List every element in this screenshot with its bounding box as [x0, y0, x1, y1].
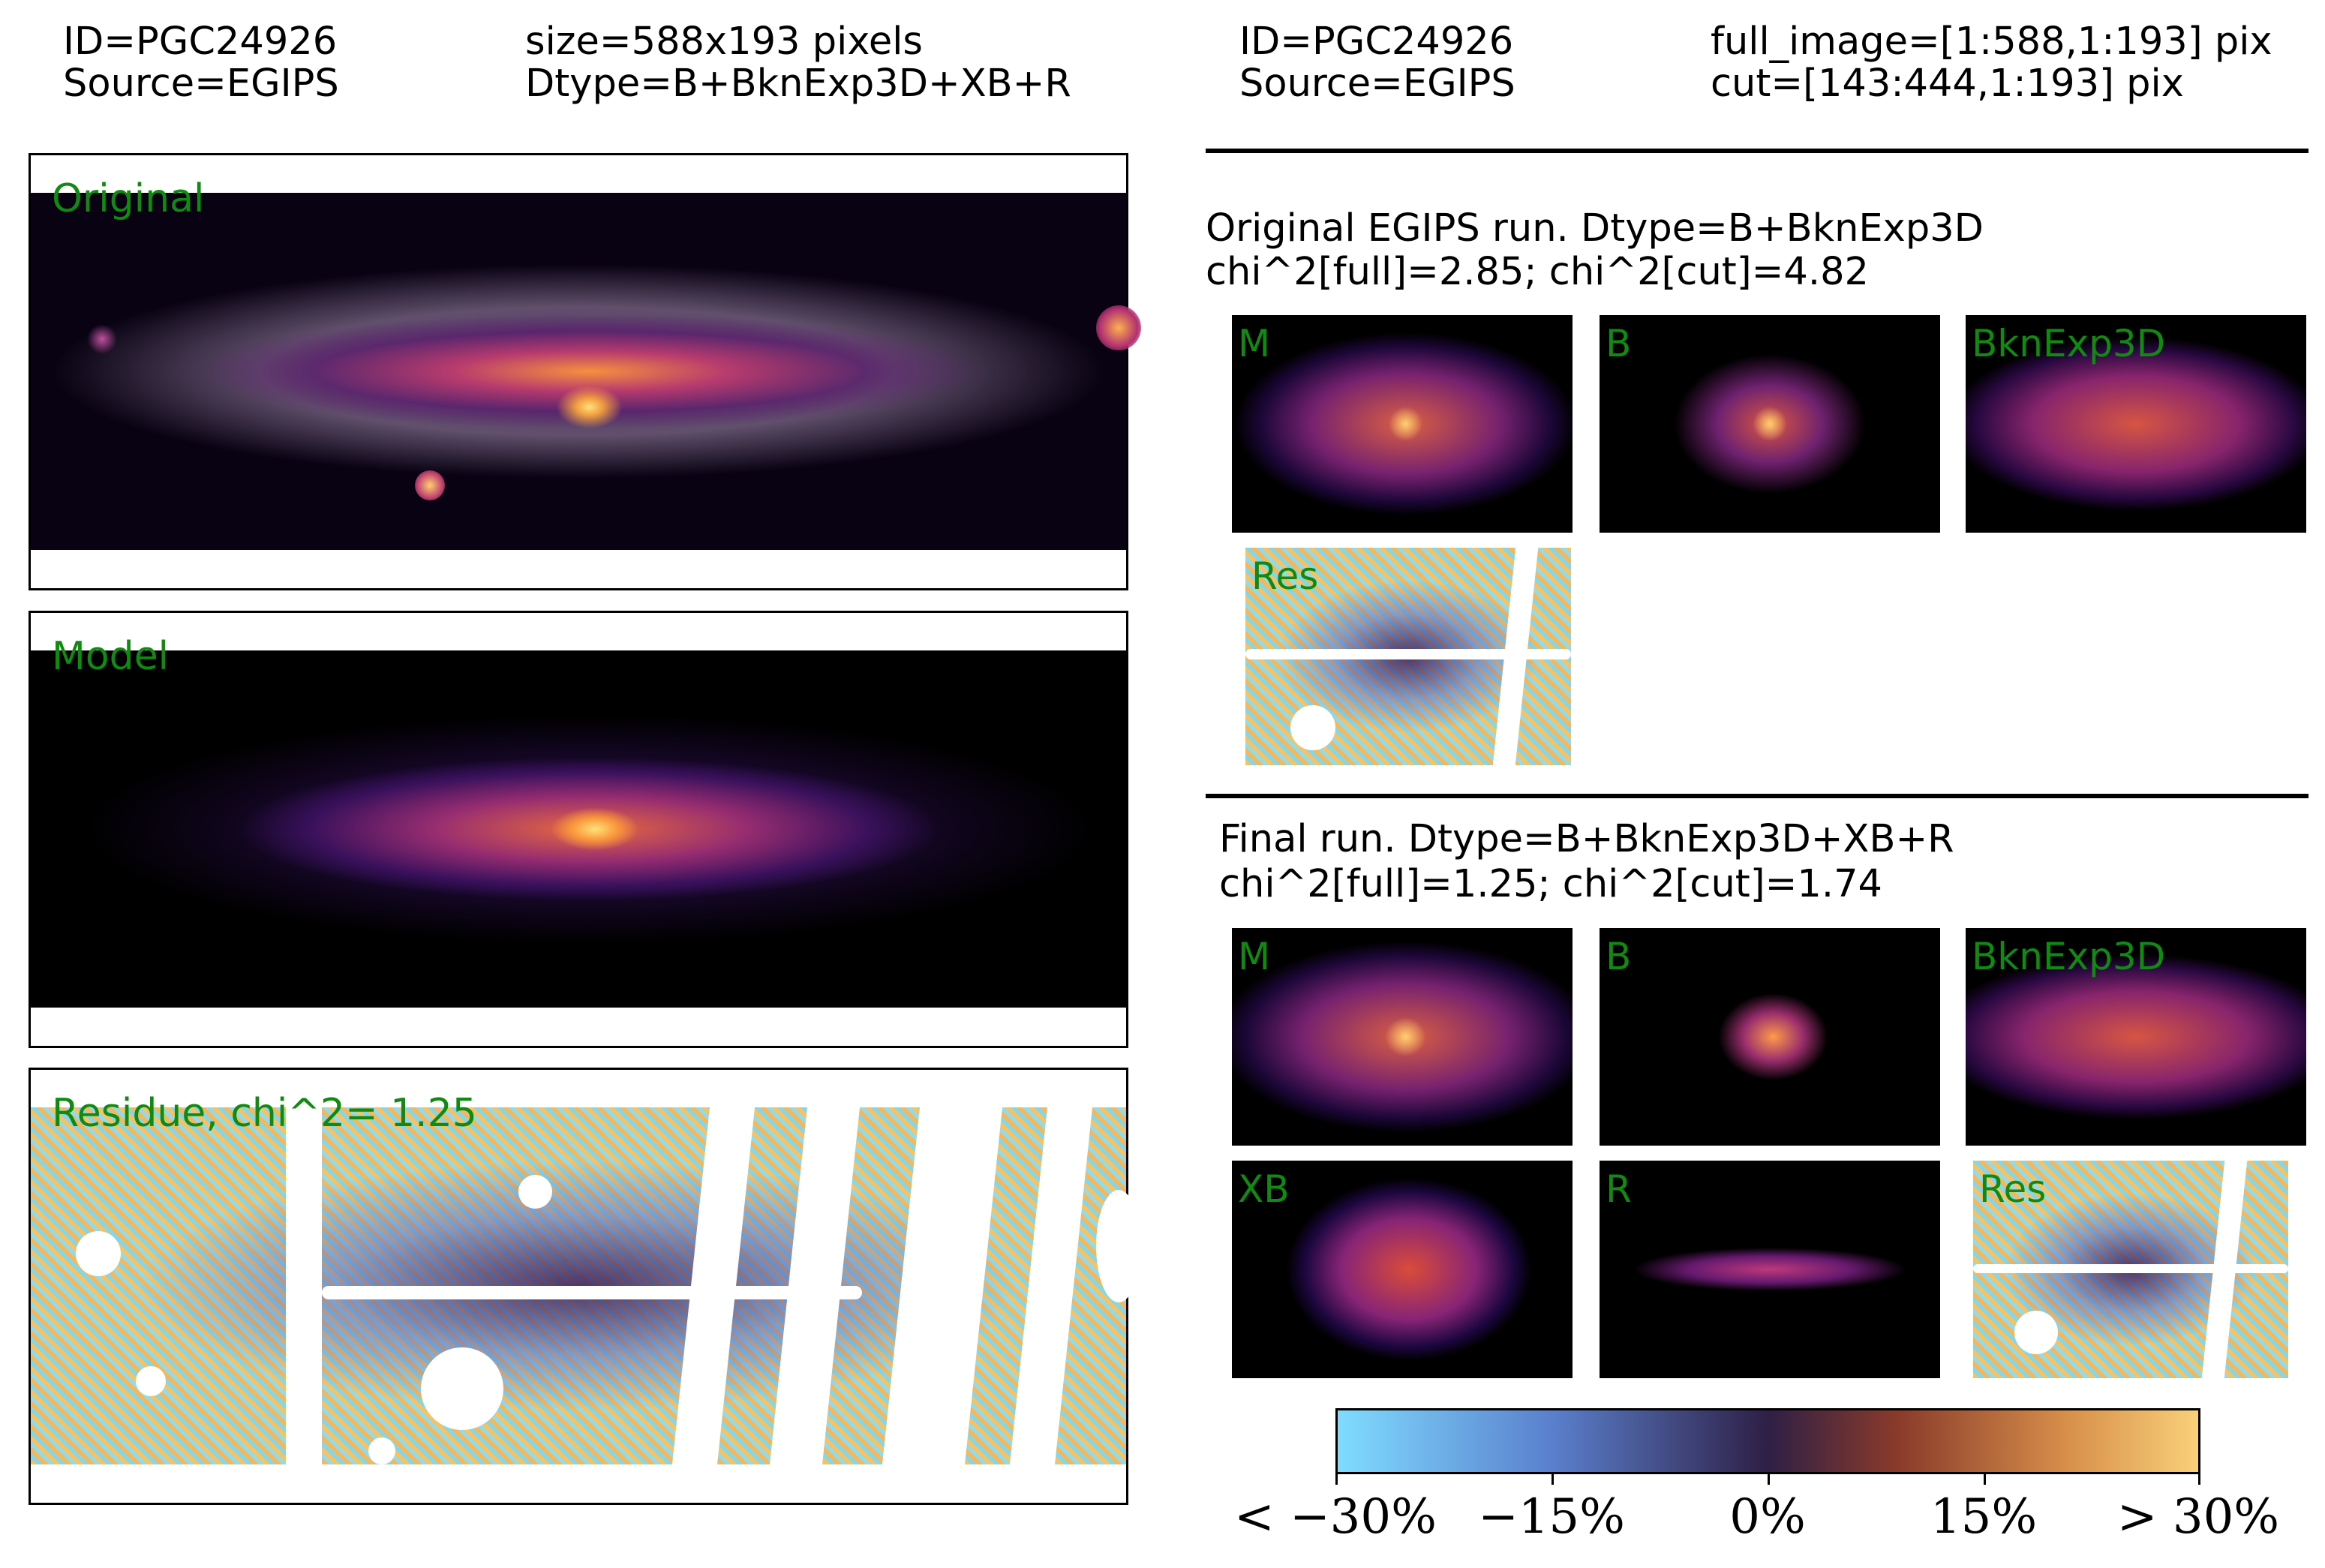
star-blob: [1096, 305, 1141, 350]
thumb-label: Res: [1251, 554, 1319, 598]
header-id-left: ID=PGC24926: [63, 20, 338, 64]
mask-stripe: [286, 1107, 322, 1464]
star-blob: [87, 324, 117, 354]
header-id-right: ID=PGC24926: [1239, 20, 1514, 64]
header-full-image: full_image=[1:588,1:193] pix: [1711, 20, 2272, 64]
thumb-label: BknExp3D: [1972, 322, 2166, 365]
thumb-label: R: [1606, 1167, 1632, 1211]
header-cut: cut=[143:444,1:193] pix: [1711, 62, 2184, 106]
mask-midplane: [1973, 1264, 2288, 1273]
orig-thumb-res: Res: [1245, 548, 1571, 765]
mask-stripe: [1009, 1107, 1093, 1464]
colorbar-tick: [1984, 1474, 1986, 1485]
thumb-label: Res: [1979, 1167, 2047, 1211]
colorbar-tick: [1552, 1474, 1554, 1485]
mask-midplane: [1245, 649, 1571, 659]
original-panel: Original: [29, 153, 1141, 590]
final-thumb-r: R: [1600, 1161, 1940, 1378]
final-run-title: Final run. Dtype=B+BknExp3D+XB+R: [1219, 817, 1954, 861]
colorbar-label: 0%: [1729, 1489, 1806, 1545]
header-size: size=588x193 pixels: [525, 20, 923, 64]
model-image: [31, 650, 1126, 1008]
colorbar-label: 15%: [1930, 1489, 2038, 1545]
mask-blob: [518, 1175, 552, 1209]
original-run-title: Original EGIPS run. Dtype=B+BknExp3D: [1206, 206, 1984, 251]
header-source-left: Source=EGIPS: [63, 62, 339, 106]
final-thumb-res: Res: [1973, 1161, 2288, 1378]
model-panel: Model: [29, 611, 1128, 1048]
colorbar: [1335, 1408, 2200, 1474]
mask-blob: [2014, 1311, 2058, 1354]
divider-top: [1206, 149, 2308, 153]
header-source-right: Source=EGIPS: [1239, 62, 1515, 106]
panel-label-original: Original: [52, 176, 205, 221]
thumb-label: B: [1606, 322, 1632, 365]
mask-stripe: [882, 1107, 1003, 1464]
colorbar-label: < −30%: [1234, 1489, 1437, 1545]
divider-middle: [1206, 794, 2308, 798]
header-dtype: Dtype=B+BknExp3D+XB+R: [525, 62, 1071, 106]
orig-thumb-b: B: [1600, 315, 1940, 533]
mask-blob: [76, 1231, 121, 1276]
final-thumb-xb: XB: [1232, 1161, 1573, 1378]
colorbar-tick: [2198, 1474, 2200, 1485]
colorbar-tick: [1768, 1474, 1770, 1485]
final-run-chi: chi^2[full]=1.25; chi^2[cut]=1.74: [1219, 862, 1882, 906]
thumb-label: B: [1606, 935, 1632, 978]
final-thumb-b: B: [1600, 928, 1940, 1146]
residue-panel: Residue, chi^2= 1.25: [29, 1068, 1141, 1505]
original-run-chi: chi^2[full]=2.85; chi^2[cut]=4.82: [1206, 250, 1869, 294]
original-image: [31, 193, 1141, 550]
mask-blob: [1096, 1190, 1141, 1302]
residue-image: [31, 1107, 1141, 1464]
mask-blob: [368, 1437, 395, 1464]
final-thumb-bknexp3d: BknExp3D: [1966, 928, 2306, 1146]
panel-label-model: Model: [52, 634, 170, 679]
orig-thumb-m: M: [1232, 315, 1573, 533]
panel-label-residue: Residue, chi^2= 1.25: [52, 1091, 477, 1136]
colorbar-label: −15%: [1478, 1489, 1625, 1545]
thumb-label: M: [1238, 322, 1271, 365]
colorbar-label: > 30%: [2116, 1489, 2280, 1545]
mask-midplane: [322, 1286, 862, 1299]
mask-blob: [421, 1347, 503, 1430]
final-thumb-m: M: [1232, 928, 1573, 1146]
thumb-label: M: [1238, 935, 1271, 978]
mask-blob: [1290, 705, 1335, 750]
thumb-label: BknExp3D: [1972, 935, 2166, 978]
thumb-label: XB: [1238, 1167, 1290, 1211]
colorbar-tick: [1335, 1474, 1338, 1485]
mask-blob: [136, 1366, 166, 1396]
orig-thumb-bknexp3d: BknExp3D: [1966, 315, 2306, 533]
star-blob: [415, 470, 445, 500]
